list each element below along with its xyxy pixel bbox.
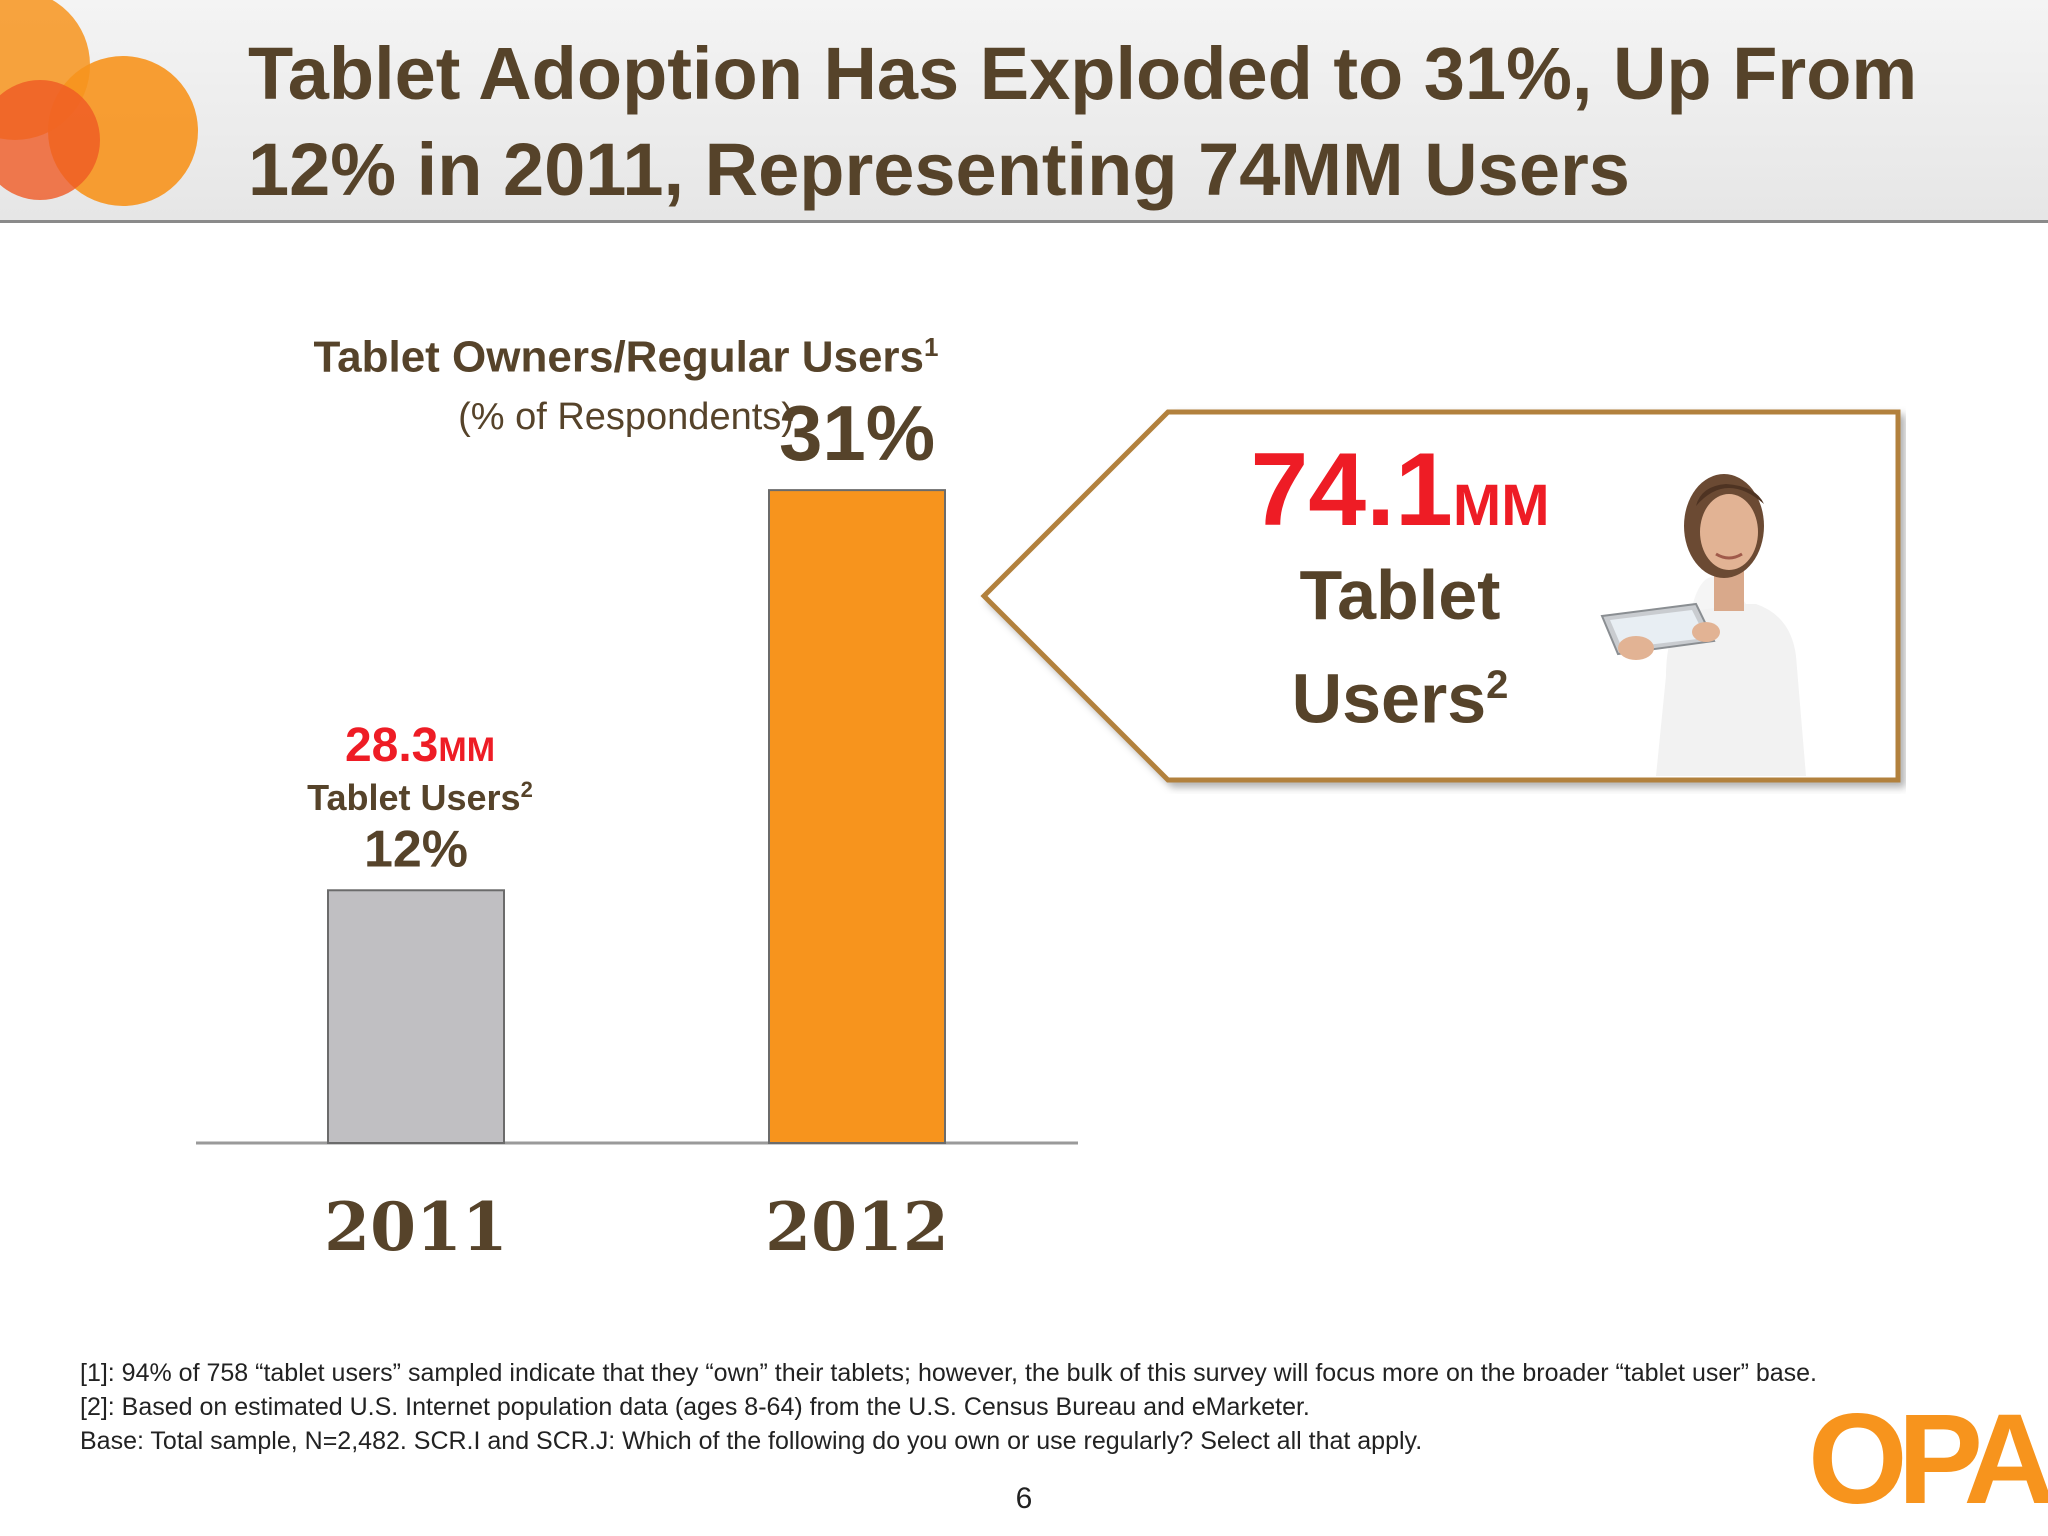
chart-title-text: Tablet Owners/Regular Users	[313, 332, 925, 382]
annotation-2011-value: 28.3	[344, 719, 439, 772]
bar-2011	[327, 889, 505, 1144]
x-tick-2011: 2011	[324, 1188, 508, 1266]
opa-logo: OPA	[1808, 1388, 2048, 1531]
woman-with-tablet-image	[1600, 474, 1806, 776]
chart-title: Tablet Owners/Regular Users1	[140, 332, 1112, 383]
annotation-2011: 28.3MM Tablet Users2	[250, 718, 590, 819]
annotation-2011-label: Tablet Users	[307, 777, 521, 818]
page-number: 6	[1015, 1482, 1033, 1515]
callout-line1: Tablet	[1299, 556, 1501, 634]
annotation-2011-unit: MM	[438, 731, 496, 769]
slide-header: Tablet Adoption Has Exploded to 31%, Up …	[0, 0, 2048, 223]
chart-title-footnote: 1	[924, 332, 939, 362]
value-label-2012: 31%	[779, 389, 935, 477]
footnote-1: [1]: 94% of 758 “tablet users” sampled i…	[80, 1359, 1817, 1387]
footnote-2: [2]: Based on estimated U.S. Internet po…	[80, 1393, 1310, 1421]
callout-line2: Users	[1291, 659, 1487, 738]
x-tick-2012: 2012	[765, 1188, 949, 1266]
footnote-base: Base: Total sample, N=2,482. SCR.I and S…	[80, 1427, 1423, 1455]
callout-unit: MM	[1452, 473, 1550, 538]
callout-text: 74.1MM Tablet Users2	[1180, 430, 1620, 743]
slide-title: Tablet Adoption Has Exploded to 31%, Up …	[248, 32, 1918, 211]
bar-chart: 12% 2011 31% 2012	[196, 389, 1078, 1266]
decorative-circles	[0, 0, 220, 220]
value-label-2011: 12%	[364, 820, 468, 878]
callout-value: 74.1	[1250, 432, 1453, 548]
callout-footnote: 2	[1486, 663, 1509, 707]
footnotes: [1]: 94% of 758 “tablet users” sampled i…	[80, 1356, 1980, 1458]
bar-2012	[768, 489, 946, 1144]
annotation-2011-footnote: 2	[520, 777, 533, 802]
chart-subtitle: (% of Respondents)	[458, 396, 794, 438]
